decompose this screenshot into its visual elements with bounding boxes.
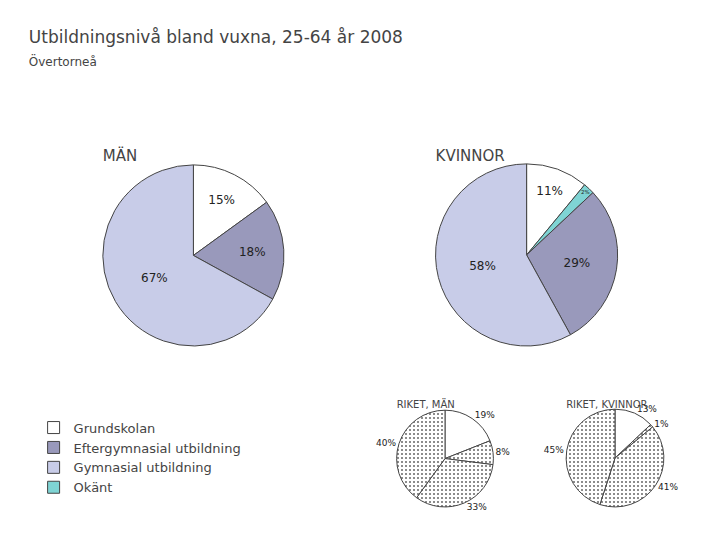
svg-text:67%: 67% xyxy=(141,271,168,285)
svg-text:Eftergymnasial utbildning: Eftergymnasial utbildning xyxy=(74,441,241,456)
svg-text:29%: 29% xyxy=(563,256,590,270)
svg-text:33%: 33% xyxy=(467,502,487,512)
svg-text:1%: 1% xyxy=(654,419,669,429)
svg-text:8%: 8% xyxy=(495,447,510,457)
svg-text:Utbildningsnivå bland vuxna, 2: Utbildningsnivå bland vuxna, 25-64 år 20… xyxy=(29,27,403,47)
svg-text:18%: 18% xyxy=(239,245,266,259)
svg-text:Grundskolan: Grundskolan xyxy=(74,421,156,436)
svg-text:58%: 58% xyxy=(469,259,496,273)
svg-text:Okänt: Okänt xyxy=(74,480,113,495)
svg-text:RIKET, MÄN: RIKET, MÄN xyxy=(397,398,455,410)
svg-text:RIKET, KVINNOR: RIKET, KVINNOR xyxy=(566,399,647,410)
svg-text:Gymnasial utbildning: Gymnasial utbildning xyxy=(74,460,212,475)
svg-text:Övertorneå: Övertorneå xyxy=(29,53,97,69)
svg-text:15%: 15% xyxy=(208,193,235,207)
svg-text:41%: 41% xyxy=(658,482,678,492)
svg-text:11%: 11% xyxy=(536,184,563,198)
svg-text:13%: 13% xyxy=(637,404,657,414)
svg-text:KVINNOR: KVINNOR xyxy=(436,147,505,165)
svg-text:45%: 45% xyxy=(544,445,564,455)
svg-text:MÄN: MÄN xyxy=(103,146,137,165)
svg-text:19%: 19% xyxy=(475,410,495,420)
svg-text:2%: 2% xyxy=(581,189,590,195)
svg-text:40%: 40% xyxy=(376,438,396,448)
